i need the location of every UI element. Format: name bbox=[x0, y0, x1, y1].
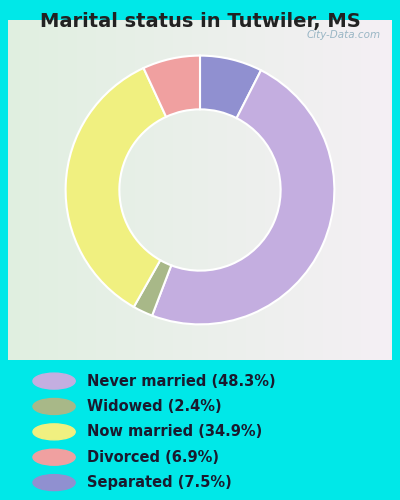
Text: Never married (48.3%): Never married (48.3%) bbox=[87, 374, 275, 388]
Wedge shape bbox=[144, 56, 200, 117]
Text: Now married (34.9%): Now married (34.9%) bbox=[87, 424, 262, 440]
Wedge shape bbox=[66, 68, 166, 307]
Wedge shape bbox=[152, 70, 334, 324]
Text: Marital status in Tutwiler, MS: Marital status in Tutwiler, MS bbox=[40, 12, 360, 30]
Text: Widowed (2.4%): Widowed (2.4%) bbox=[87, 399, 221, 414]
Circle shape bbox=[33, 449, 75, 465]
Circle shape bbox=[33, 474, 75, 490]
Circle shape bbox=[33, 398, 75, 414]
Wedge shape bbox=[200, 56, 261, 118]
Circle shape bbox=[33, 373, 75, 389]
Text: Divorced (6.9%): Divorced (6.9%) bbox=[87, 450, 219, 464]
Text: City-Data.com: City-Data.com bbox=[306, 30, 380, 40]
Wedge shape bbox=[134, 260, 171, 316]
Text: Separated (7.5%): Separated (7.5%) bbox=[87, 475, 232, 490]
Circle shape bbox=[33, 424, 75, 440]
